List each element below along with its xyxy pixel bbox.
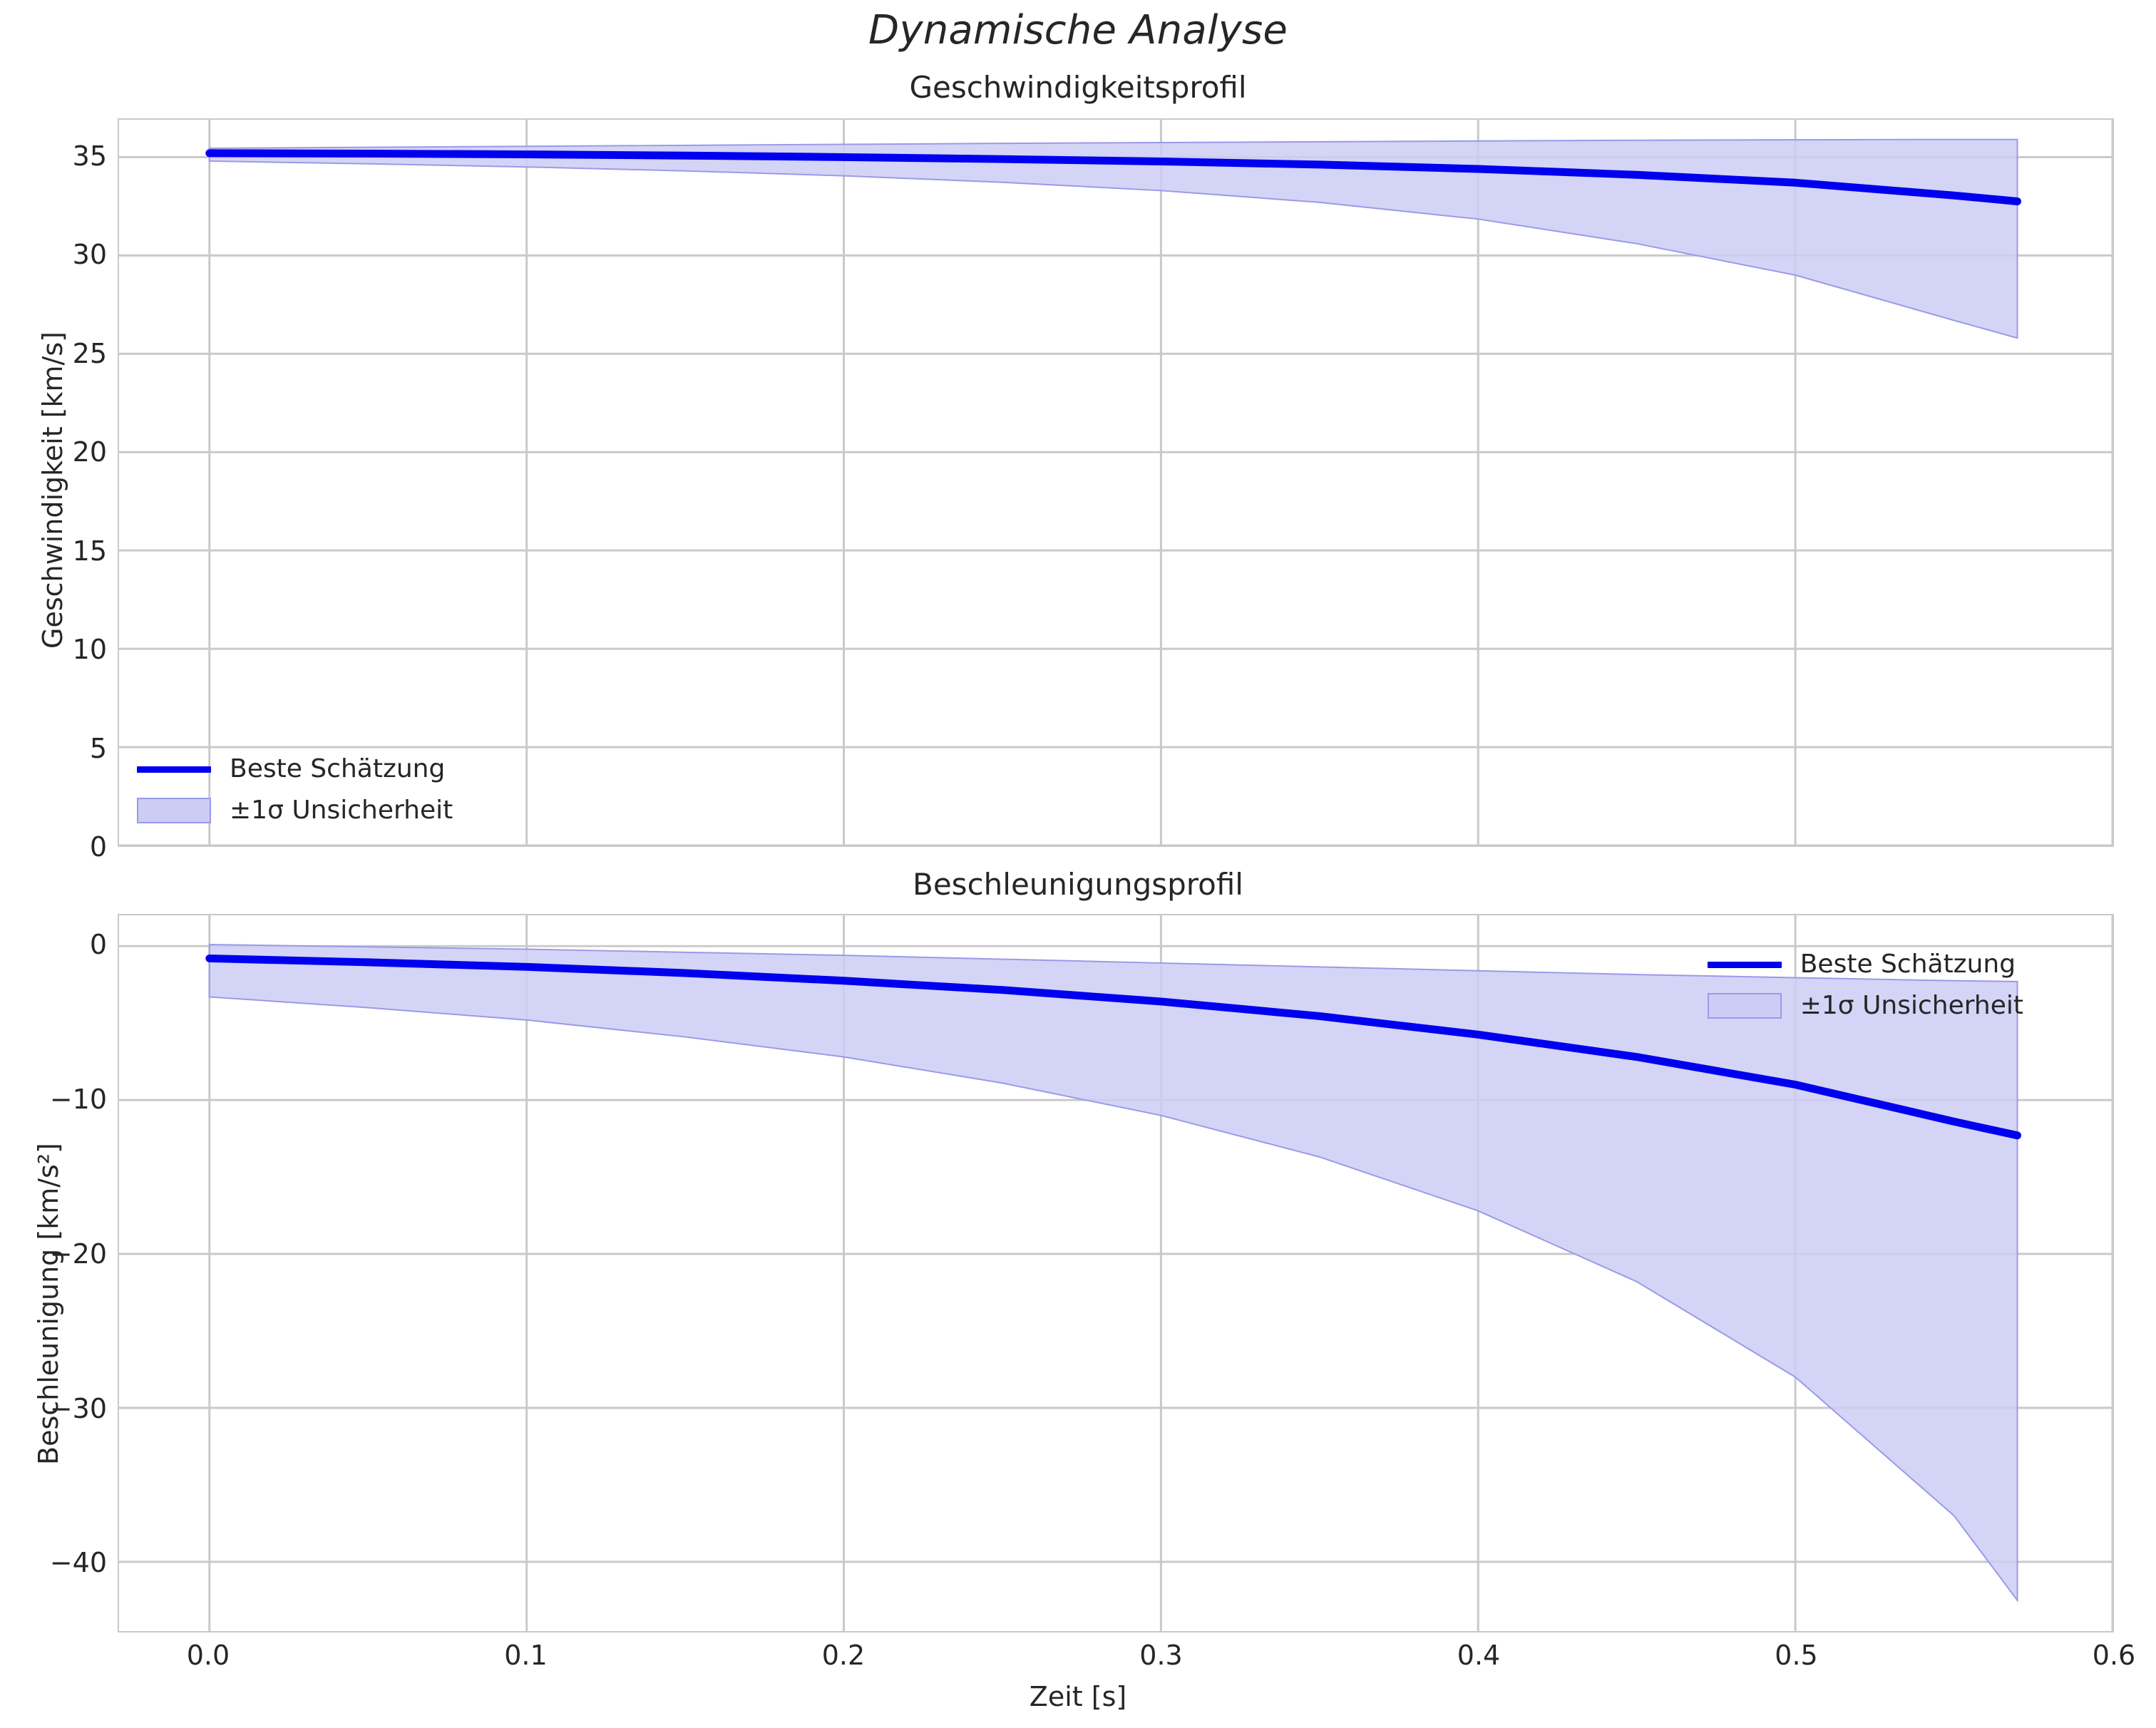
xtick-label: 0.0 [186, 1640, 230, 1671]
ytick-label: −30 [49, 1392, 107, 1424]
ytick-label: −10 [49, 1084, 107, 1116]
legend-entry-best-estimate: Beste Schätzung [137, 749, 453, 790]
xtick-label: 0.1 [504, 1640, 548, 1671]
ytick-label: 0 [89, 929, 107, 961]
xtick-label: 0.6 [2092, 1640, 2136, 1671]
plot-area-acceleration [119, 915, 2113, 1631]
ytick-labels-velocity: 0 5 10 15 20 25 30 35 [7, 118, 107, 863]
ytick-label: 0 [89, 831, 107, 863]
legend-acceleration: Beste Schätzung ±1σ Unsicherheit [1698, 938, 2033, 1032]
legend-label-uncertainty: ±1σ Unsicherheit [1800, 991, 2023, 1020]
xlabel: Zeit [s] [1029, 1681, 1127, 1712]
subplot-title-acceleration: Beschleunigungsprofil [913, 867, 1243, 902]
subplot-title-velocity: Geschwindigkeitsprofil [909, 70, 1247, 105]
axes-velocity [118, 118, 2114, 847]
ytick-label: −40 [49, 1547, 107, 1579]
legend-label-best-estimate: Beste Schätzung [1800, 950, 2016, 979]
xtick-label: 0.5 [1775, 1640, 1818, 1671]
ytick-label: 30 [72, 239, 107, 271]
ytick-label: 5 [89, 732, 107, 764]
ytick-labels-acceleration: 0 −10 −20 −30 −40 [7, 914, 107, 1632]
legend-entry-best-estimate: Beste Schätzung [1707, 944, 2023, 985]
ytick-label: −20 [49, 1238, 107, 1270]
axes-acceleration [118, 914, 2114, 1632]
ytick-label: 35 [72, 140, 107, 172]
legend-line-swatch-icon [1707, 949, 1782, 980]
ytick-label: 25 [72, 337, 107, 369]
legend-line-swatch-icon [137, 754, 211, 785]
legend-label-uncertainty: ±1σ Unsicherheit [230, 796, 453, 825]
legend-band-swatch-icon [137, 795, 211, 826]
plot-area-velocity [119, 120, 2113, 845]
legend-entry-uncertainty: ±1σ Unsicherheit [137, 790, 453, 831]
xtick-label: 0.2 [821, 1640, 866, 1671]
ylabel-acceleration: Beschleunigung [km/s²] [33, 1143, 64, 1465]
ytick-label: 15 [72, 535, 107, 567]
ylabel-velocity: Geschwindigkeit [km/s] [37, 331, 68, 649]
figure-suptitle: Dynamische Analyse [868, 7, 1288, 53]
legend-velocity: Beste Schätzung ±1σ Unsicherheit [127, 743, 463, 837]
ytick-label: 10 [72, 634, 107, 666]
xtick-label: 0.3 [1139, 1640, 1183, 1671]
legend-entry-uncertainty: ±1σ Unsicherheit [1707, 985, 2023, 1027]
legend-band-swatch-icon [1707, 990, 1782, 1022]
xtick-label: 0.4 [1457, 1640, 1501, 1671]
ytick-label: 20 [72, 436, 107, 468]
legend-label-best-estimate: Beste Schätzung [230, 754, 446, 783]
